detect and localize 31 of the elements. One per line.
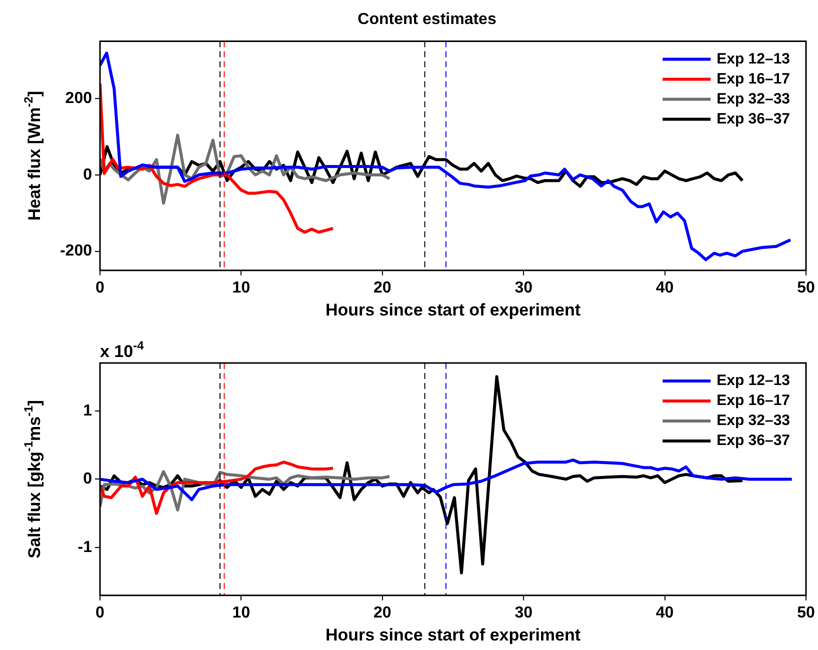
x-tick-label: 0 (96, 279, 105, 296)
y-tick-label: -200 (60, 242, 92, 260)
x-tick-label: 40 (656, 279, 674, 296)
x-tick-label: 10 (232, 279, 250, 296)
x-tick-label: 50 (797, 604, 815, 622)
legend-label: Exp 32–33 (716, 412, 790, 430)
chart-title: Content estimates (358, 11, 496, 28)
legend-label: Exp 16–17 (716, 392, 790, 410)
x-tick-label: 10 (232, 604, 250, 622)
y-axis-title: Salt flux [gkg-1ms-1] (21, 400, 44, 558)
y-axis-title: Heat flux [Wm-2] (21, 90, 44, 221)
x-tick-label: 20 (374, 279, 392, 296)
x-tick-label: 40 (656, 604, 674, 622)
x-tick-label: 20 (374, 604, 392, 622)
y-tick-label: -1 (78, 538, 92, 556)
x-axis-title: Hours since start of experiment (325, 625, 581, 644)
y-tick-label: 200 (65, 90, 92, 107)
legend-label: Exp 36–37 (716, 432, 790, 450)
y-tick-label: 1 (83, 402, 92, 420)
legend-label: Exp 12–13 (716, 372, 790, 390)
legend-label: Exp 36–37 (716, 110, 790, 128)
y-tick-label: 0 (83, 470, 92, 488)
x-tick-label: 0 (96, 604, 105, 622)
y-tick-label: 0 (83, 166, 92, 184)
x-tick-label: 50 (797, 279, 815, 296)
x-tick-label: 30 (514, 604, 533, 622)
legend-label: Exp 32–33 (716, 90, 790, 108)
x-tick-label: 30 (514, 279, 533, 296)
legend-label: Exp 12–13 (716, 50, 790, 68)
x-axis-title: Hours since start of experiment (325, 300, 581, 320)
legend-label: Exp 16–17 (716, 70, 790, 88)
